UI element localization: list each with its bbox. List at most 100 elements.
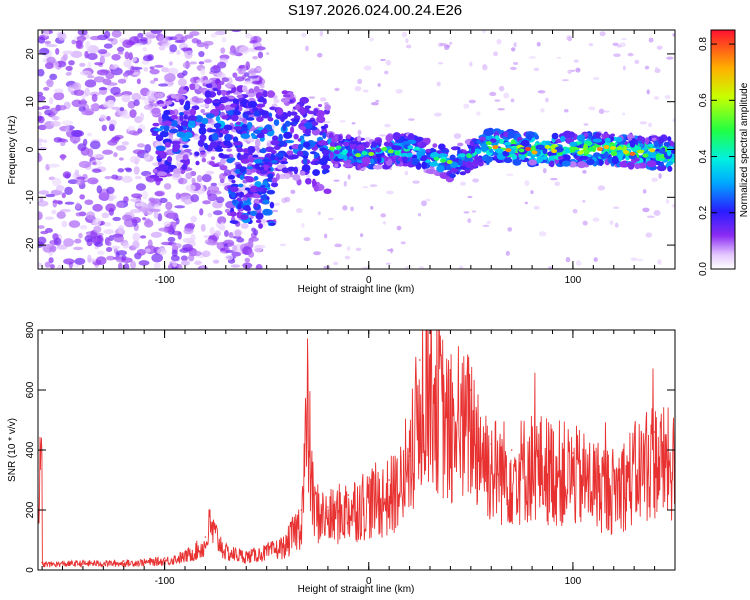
spectrogram-noise-speckle <box>363 65 372 71</box>
spectrogram-ridge-blob <box>219 96 230 103</box>
spectrogram-noise-speckle <box>38 138 44 143</box>
spectrogram-ridge-blob <box>230 114 239 122</box>
spectrogram-noise-speckle <box>139 112 145 121</box>
spectrogram-noise-speckle <box>253 244 263 253</box>
spectrogram-noise-speckle <box>242 118 248 125</box>
spectrogram-plume-blob <box>253 176 259 181</box>
spectrogram-plume-blob <box>242 197 248 201</box>
spectrogram-noise-speckle <box>232 244 238 253</box>
spectrogram-noise-speckle <box>612 42 619 46</box>
spectrogram-noise-speckle <box>61 220 68 228</box>
spectrogram-ridge-blob <box>411 154 418 160</box>
spectrogram-noise-speckle <box>530 190 534 195</box>
spectrogram-x-tick-label: 0 <box>366 275 372 286</box>
spectrogram-noise-speckle <box>38 95 46 102</box>
spectrogram-noise-speckle <box>476 111 481 116</box>
spectrogram-ridge-blob <box>651 137 657 142</box>
spectrogram-ridge-core <box>596 147 603 152</box>
spectrogram-noise-speckle <box>145 218 151 225</box>
spectrogram-noise-speckle <box>201 174 212 183</box>
spectrogram-y-axis-label: Frequency (Hz) <box>7 116 18 185</box>
spectrogram-noise-speckle <box>142 55 153 62</box>
spectrogram-ridge-blob <box>299 135 305 140</box>
spectrogram-noise-speckle <box>216 72 226 80</box>
spectrogram-noise-speckle <box>214 30 227 36</box>
snr-data-point <box>347 494 350 496</box>
spectrogram-noise-speckle <box>252 55 259 60</box>
spectrogram-noise-speckle <box>405 44 412 49</box>
spectrogram-noise-speckle <box>142 190 149 200</box>
spectrogram-ridge-blob <box>248 93 255 98</box>
spectrogram-ridge-blob <box>330 141 335 148</box>
spectrogram-noise-speckle <box>84 199 94 205</box>
spectrogram-ridge-blob <box>184 131 193 139</box>
spectrogram-ridge-blob <box>287 166 296 172</box>
spectrogram-noise-speckle <box>139 37 148 42</box>
spectrogram-noise-speckle <box>469 61 473 67</box>
spectrogram-ridge-blob <box>218 103 225 111</box>
spectrogram-noise-speckle <box>582 200 586 203</box>
spectrogram-noise-speckle <box>253 46 266 51</box>
spectrogram-noise-speckle <box>251 227 257 233</box>
spectrogram-ridge-blob <box>221 115 228 120</box>
spectrogram-noise-speckle <box>572 208 578 214</box>
spectrogram-ridge-blob <box>634 163 641 170</box>
snr-data-point <box>82 560 84 562</box>
spectrogram-noise-speckle <box>369 184 378 188</box>
spectrogram-ridge-blob <box>219 129 230 135</box>
spectrogram-ridge-blob <box>603 151 609 159</box>
spectrogram-ridge-blob <box>548 162 554 167</box>
spectrogram-noise-speckle <box>468 99 477 104</box>
spectrogram-ridge-blob <box>557 155 564 160</box>
spectrogram-noise-speckle <box>434 112 442 117</box>
spectrogram-noise-speckle <box>130 260 137 269</box>
spectrogram-noise-speckle <box>556 56 562 59</box>
spectrogram-noise-speckle <box>150 231 163 238</box>
spectrogram-noise-speckle <box>209 226 215 236</box>
spectrogram-noise-speckle <box>121 94 131 103</box>
spectrogram-noise-speckle <box>189 31 200 37</box>
spectrogram-noise-speckle <box>97 250 105 256</box>
spectrogram-noise-speckle <box>71 129 83 138</box>
spectrogram-noise-speckle <box>512 61 519 66</box>
spectrogram-ridge-blob <box>221 90 226 97</box>
spectrogram-noise-speckle <box>597 185 606 191</box>
spectrogram-noise-speckle <box>111 136 121 141</box>
spectrogram-noise-speckle <box>167 81 174 86</box>
spectrogram-noise-speckle <box>128 130 138 136</box>
spectrogram-ridge-blob <box>284 140 295 144</box>
spectrogram-noise-speckle <box>185 172 193 180</box>
spectrogram-noise-speckle <box>74 169 80 177</box>
spectrogram-noise-speckle <box>135 183 147 191</box>
spectrogram-ridge-core <box>394 150 401 155</box>
spectrogram-noise-speckle <box>548 266 553 269</box>
spectrogram-ridge-blob <box>411 159 419 166</box>
spectrogram-plume-blob <box>258 223 263 229</box>
spectrogram-noise-speckle <box>646 89 650 95</box>
spectrogram-noise-speckle <box>84 87 90 97</box>
spectrogram-noise-speckle <box>176 263 183 269</box>
spectrogram-ridge-blob <box>280 97 290 103</box>
spectrogram-noise-speckle <box>43 86 50 91</box>
spectrogram-ridge-blob <box>165 173 173 177</box>
spectrogram-ridge-blob <box>223 124 233 131</box>
spectrogram-ridge-blob <box>209 141 218 149</box>
spectrogram-ridge-blob <box>204 97 213 104</box>
spectrogram-noise-speckle <box>158 45 166 51</box>
spectrogram-noise-speckle <box>38 142 43 147</box>
spectrogram-noise-speckle <box>61 192 66 199</box>
spectrogram-noise-speckle <box>236 237 245 243</box>
spectrogram-ridge-blob <box>273 145 281 150</box>
spectrogram-noise-speckle <box>87 148 94 158</box>
spectrogram-noise-speckle <box>79 224 88 230</box>
spectrogram-noise-speckle <box>44 261 51 268</box>
spectrogram-ridge-blob <box>653 140 659 148</box>
spectrogram-ridge-blob <box>342 163 353 168</box>
spectrogram-noise-speckle <box>540 108 545 113</box>
spectrogram-ridge-blob <box>321 149 330 155</box>
spectrogram-ridge-blob <box>163 109 171 115</box>
spectrogram-noise-speckle <box>73 246 84 251</box>
spectrogram-noise-speckle <box>84 235 93 243</box>
spectrogram-noise-speckle <box>177 177 188 185</box>
spectrogram-ridge-blob <box>321 164 331 170</box>
